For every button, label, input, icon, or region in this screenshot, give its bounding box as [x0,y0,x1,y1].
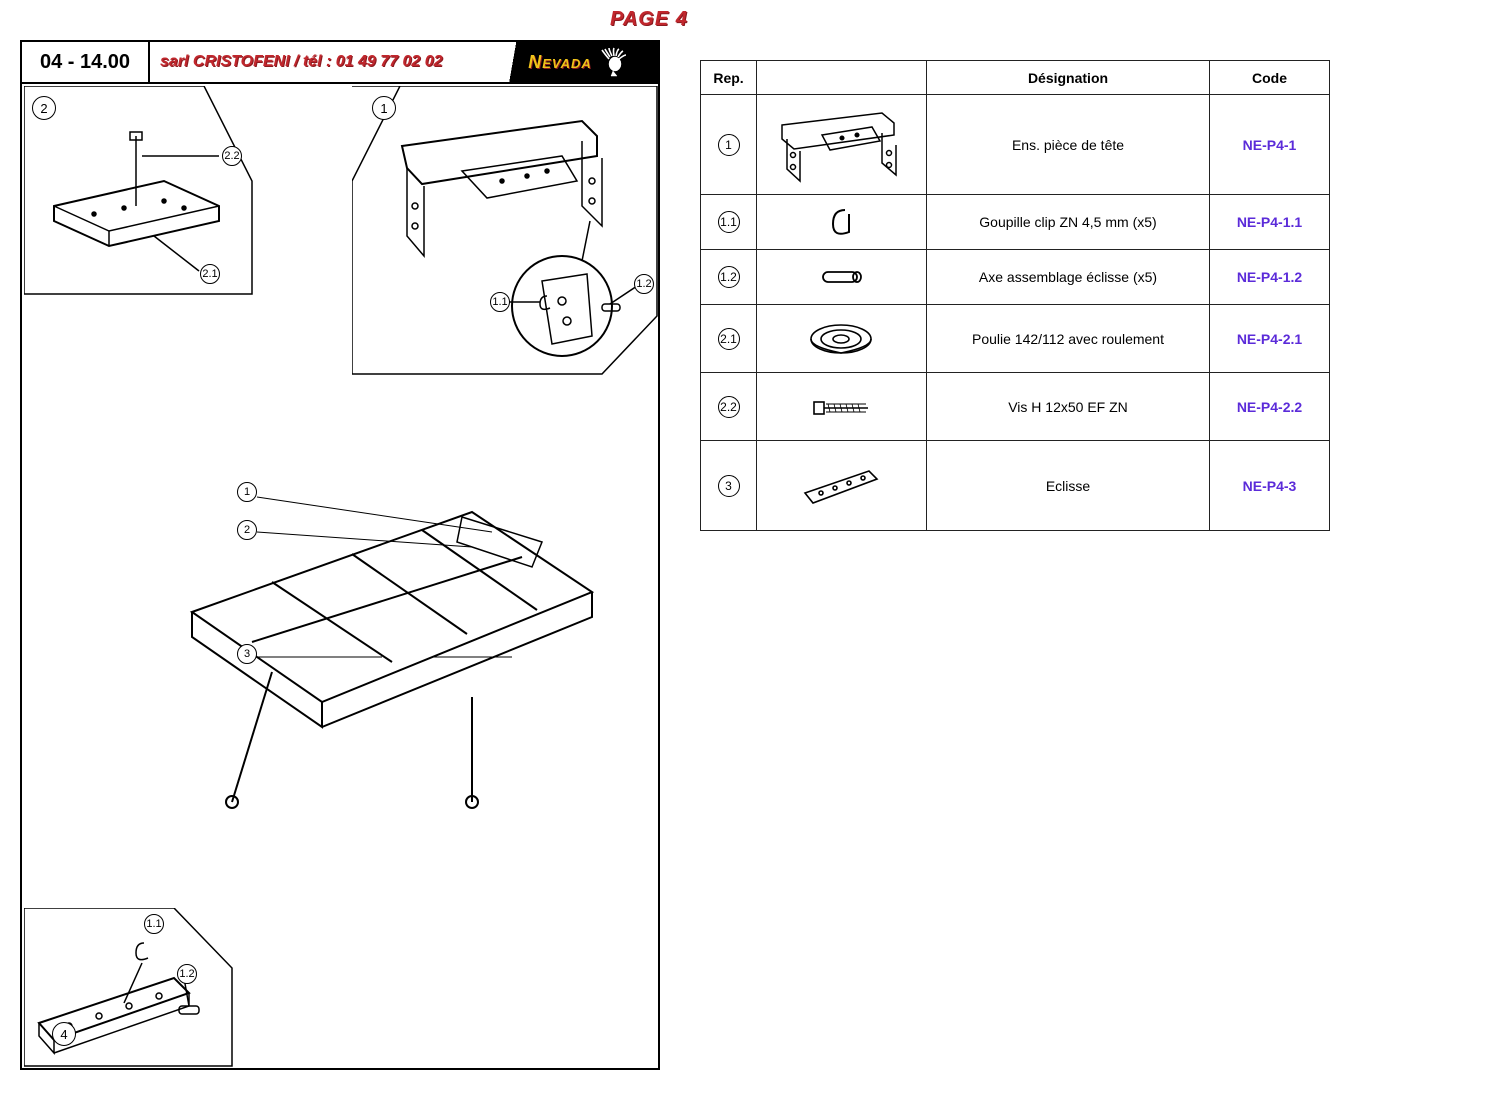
cell-designation: Ens. pièce de tête [927,95,1210,195]
cell-rep: 3 [701,441,757,531]
callout-2-2: 2.2 [222,146,242,166]
bolt-icon [812,392,872,422]
cell-code[interactable]: NE-P4-1.1 [1210,195,1330,250]
cell-designation: Goupille clip ZN 4,5 mm (x5) [927,195,1210,250]
callout-2: 2 [32,96,56,120]
parts-table: Rep. Désignation Code 1 Ens. pièce de têt… [700,60,1330,531]
rep-bubble: 2.1 [718,328,740,350]
th-image [757,61,927,95]
detail-1-drawing [352,86,658,376]
detail-2-drawing [24,86,254,296]
detail-eclisse-drawing [24,908,234,1068]
clip-pin-icon [827,204,857,240]
table-row: 1.2 Axe assemblage éclisse (x5) NE-P4-1.2 [701,250,1330,305]
cell-thumbnail [757,95,927,195]
cell-thumbnail [757,441,927,531]
cell-rep: 1.1 [701,195,757,250]
cell-designation: Vis H 12x50 EF ZN [927,373,1210,441]
code-link[interactable]: NE-P4-2.1 [1237,331,1302,347]
chief-head-icon [598,47,628,77]
callout-bot-4: 4 [52,1022,76,1046]
code-link[interactable]: NE-P4-1.2 [1237,269,1302,285]
callout-2-1: 2.1 [200,264,220,284]
rep-bubble: 3 [718,475,740,497]
header-company: sarl CRISTOFENI / tél : 01 49 77 02 02 N… [150,42,658,82]
code-link[interactable]: NE-P4-2.2 [1237,399,1302,415]
cell-thumbnail [757,250,927,305]
rep-bubble: 1 [718,134,740,156]
cell-code[interactable]: NE-P4-3 [1210,441,1330,531]
header-code: 04 - 14.00 [22,42,150,82]
page-title: PAGE 4 [610,8,688,31]
cell-code[interactable]: NE-P4-1 [1210,95,1330,195]
cell-designation: Poulie 142/112 avec roulement [927,305,1210,373]
diagram-panel: 04 - 14.00 sarl CRISTOFENI / tél : 01 49… [20,40,660,1070]
cell-thumbnail [757,195,927,250]
rep-bubble: 2.2 [718,396,740,418]
th-rep: Rep. [701,61,757,95]
th-code: Code [1210,61,1330,95]
panel-header: 04 - 14.00 sarl CRISTOFENI / tél : 01 49… [22,42,658,84]
code-link[interactable]: NE-P4-1.1 [1237,214,1302,230]
table-row: 3 Eclisse NE-P4-3 [701,441,1330,531]
cell-rep: 1 [701,95,757,195]
callout-1-1: 1.1 [490,292,510,312]
rep-bubble: 1.1 [718,211,740,233]
table-row: 1 Ens. pièce de tête NE-P4-1 [701,95,1330,195]
axle-icon [819,262,865,292]
head-assembly-icon [772,105,912,185]
header-company-text: sarl CRISTOFENI / tél : 01 49 77 02 02 [160,53,443,71]
splice-icon [799,463,885,509]
code-link[interactable]: NE-P4-3 [1243,478,1297,494]
cell-designation: Axe assemblage éclisse (x5) [927,250,1210,305]
header-brand: Nevada [498,42,658,82]
cell-thumbnail [757,373,927,441]
code-link[interactable]: NE-P4-1 [1243,137,1297,153]
table-row: 2.1 Poulie 142/112 avec roulement NE-P4-2.… [701,305,1330,373]
callout-1: 1 [372,96,396,120]
pulley-icon [806,317,878,361]
cell-designation: Eclisse [927,441,1210,531]
cell-code[interactable]: NE-P4-2.2 [1210,373,1330,441]
table-row: 2.2 Vis H 12x50 EF ZN NE-P4-2.2 [701,373,1330,441]
callout-mid-3: 3 [237,644,257,664]
callout-mid-1: 1 [237,482,257,502]
cell-rep: 2.2 [701,373,757,441]
callout-bot-1-2: 1.2 [177,964,197,984]
cell-code[interactable]: NE-P4-2.1 [1210,305,1330,373]
brand-text: Nevada [528,52,592,73]
table-row: 1.1 Goupille clip ZN 4,5 mm (x5) NE-P4-1.1 [701,195,1330,250]
callout-1-2: 1.2 [634,274,654,294]
callout-bot-1-1: 1.1 [144,914,164,934]
cell-rep: 2.1 [701,305,757,373]
assembly-drawing [122,442,622,812]
cell-code[interactable]: NE-P4-1.2 [1210,250,1330,305]
callout-mid-2: 2 [237,520,257,540]
th-designation: Désignation [927,61,1210,95]
cell-thumbnail [757,305,927,373]
cell-rep: 1.2 [701,250,757,305]
rep-bubble: 1.2 [718,266,740,288]
